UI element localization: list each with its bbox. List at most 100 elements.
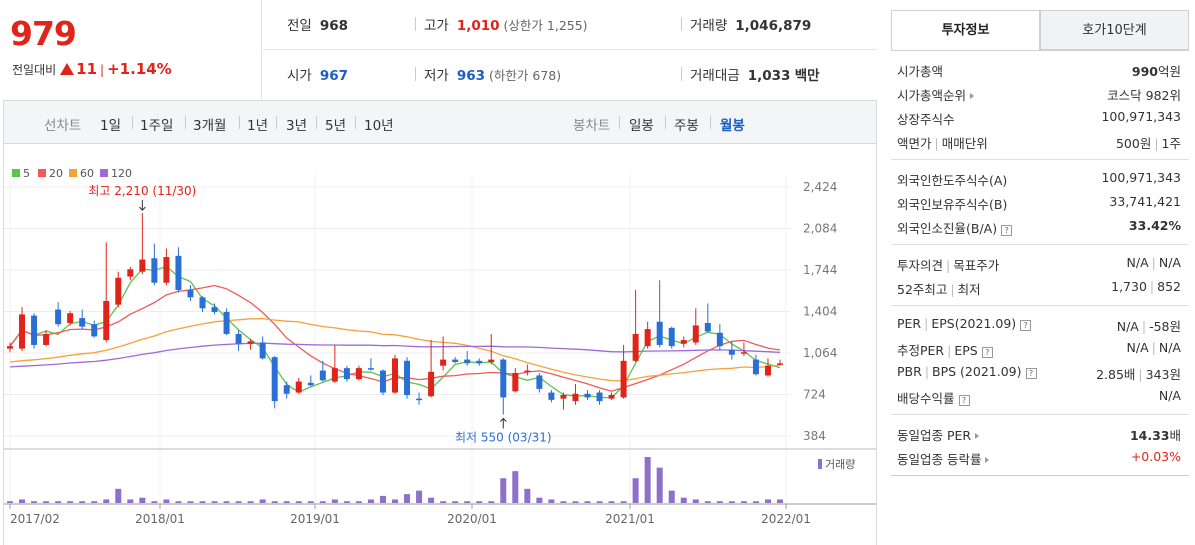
info-section-sector: 동일업종 PER 14.33배 동일업종 등락률 +0.03%	[891, 415, 1189, 476]
volume-bar	[79, 501, 86, 503]
volume-bar	[440, 501, 447, 503]
volume-bar	[548, 499, 555, 503]
x-tick-label: 2022/01	[761, 512, 811, 526]
period-1y[interactable]: 1년	[247, 118, 269, 134]
foreign-holding-row: 외국인보유주식수(B) 33,741,421	[897, 194, 1181, 212]
change-row: 전일대비 11 | +1.14%	[12, 60, 172, 78]
x-axis: 2017/02 2018/01 2019/01 2020/01 2021/01 2022/…	[9, 504, 811, 526]
candle-weekly[interactable]: 주봉	[674, 118, 699, 134]
volume-legend-label: 거래량	[825, 458, 855, 471]
period-10y[interactable]: 10년	[364, 118, 394, 134]
candle-body	[584, 393, 591, 398]
candle-body	[7, 346, 13, 349]
open-price: 시가 967	[287, 68, 349, 84]
help-icon[interactable]: ?	[958, 395, 970, 406]
candle-body	[55, 309, 62, 325]
volume-bar	[307, 501, 314, 503]
stock-chart[interactable]: 5 20 60 120 2,424 2,084 1,744 1,404 1,064 724 384…	[3, 144, 877, 545]
help-icon[interactable]: ?	[1025, 368, 1037, 379]
max-arrow-icon	[138, 200, 146, 211]
volume-bar	[488, 501, 495, 503]
info-table: 시가총액 990억원 시가총액순위 코스닥 982위 상장주식수 100,971,34…	[891, 50, 1189, 476]
volume-bar	[572, 501, 579, 503]
y-tick-label: 724	[803, 388, 826, 402]
volume-bar	[163, 499, 170, 503]
volume-bar	[67, 501, 74, 503]
divider	[681, 67, 682, 81]
sector-change-row[interactable]: 동일업종 등락률 +0.03%	[897, 449, 1181, 467]
candle-body	[295, 381, 302, 393]
up-triangle-icon	[60, 63, 75, 75]
candle-body	[500, 359, 507, 398]
candle-body	[777, 363, 783, 365]
candle-body	[752, 359, 759, 375]
candle-body	[139, 259, 146, 272]
period-3y[interactable]: 3년	[286, 118, 308, 134]
market-cap-rank-row[interactable]: 시가총액순위 코스닥 982위	[897, 88, 1181, 103]
y-tick-label: 1,744	[803, 263, 837, 277]
price-summary: 전일 968 고가 1,010 (상한가 1,255) 거래량 1,046,879 시가…	[263, 0, 877, 100]
change-label: 전일대비	[12, 63, 57, 77]
per-row: PER | EPS(2021.09)? N/A | -58원	[897, 316, 1181, 334]
divider	[681, 17, 682, 31]
par-value-row: 액면가 | 매매단위 500원 | 1주	[897, 136, 1181, 151]
sector-per-row[interactable]: 동일업종 PER 14.33배	[897, 428, 1181, 443]
help-icon[interactable]: ?	[981, 347, 993, 358]
candle-body	[175, 255, 182, 291]
week52-row: 52주최고 | 최저 1,730 | 852	[897, 279, 1181, 297]
candle-body	[379, 370, 386, 393]
candle-chart-svg: 5 20 60 120 2,424 2,084 1,744 1,404 1,064 724 384…	[4, 167, 876, 526]
volume-bar	[644, 457, 651, 503]
volume-bar	[55, 501, 62, 503]
listed-shares-row: 상장주식수 100,971,343	[897, 109, 1181, 127]
candle-body	[187, 290, 194, 298]
prev-close: 전일 968	[287, 18, 349, 34]
change-percent: +1.14%	[107, 60, 172, 78]
period-1w[interactable]: 1주일	[140, 118, 174, 134]
tab-orderbook[interactable]: 호가10단계	[1040, 10, 1189, 50]
candle-body	[524, 370, 531, 373]
y-tick-label: 1,064	[803, 346, 837, 360]
summary-row-2: 시가 967 저가 963 (하한가 678) 거래대금 1,033 백만	[263, 50, 877, 100]
candle-body	[404, 360, 411, 395]
legend-swatch	[100, 169, 108, 177]
candle-body	[103, 301, 110, 341]
candle-body	[716, 332, 723, 347]
arrow-right-icon	[985, 457, 990, 463]
volume-bar	[392, 499, 398, 503]
volume-bar	[680, 497, 687, 503]
candle-body	[560, 394, 567, 399]
period-5y[interactable]: 5년	[325, 118, 347, 134]
volume-bar	[656, 467, 663, 503]
period-1d[interactable]: 1일	[100, 118, 122, 134]
volume-bar	[151, 501, 158, 503]
volume-bar	[331, 499, 338, 503]
volume-bar	[608, 501, 615, 503]
volume-bar	[187, 501, 194, 503]
candle-body	[331, 368, 338, 382]
candles	[7, 213, 783, 415]
chart-period-bar: 선차트 1일 1주일 3개월 1년 3년 5년 10년 봉차트 일봉 주봉 월봉	[3, 100, 877, 144]
help-icon[interactable]: ?	[1001, 225, 1013, 236]
period-3m[interactable]: 3개월	[193, 118, 227, 134]
change-separator: |	[100, 63, 105, 77]
volume-bar	[43, 501, 50, 503]
tab-investment-info[interactable]: 투자정보	[891, 10, 1040, 50]
candle-body	[283, 385, 290, 394]
candle-body	[319, 370, 326, 381]
candle-body	[307, 382, 314, 386]
foreign-limit-row: 외국인한도주식수(A) 100,971,343	[897, 170, 1181, 188]
candle-body	[43, 333, 50, 345]
trade-amount: 거래대금 1,033 백만	[690, 68, 820, 84]
volume-bar	[416, 490, 423, 503]
info-section-opinion: 투자의견 | 목표주가 N/A | N/A 52주최고 | 최저 1,730 | 852	[891, 245, 1189, 306]
candle-monthly[interactable]: 월봉	[720, 118, 745, 134]
help-icon[interactable]: ?	[1020, 320, 1032, 331]
volume-bar	[19, 499, 26, 503]
ma120-line	[9, 342, 781, 368]
candle-body	[247, 341, 254, 344]
volume-bar	[91, 501, 98, 503]
candle-daily[interactable]: 일봉	[629, 118, 654, 134]
volume-bar	[728, 501, 735, 503]
